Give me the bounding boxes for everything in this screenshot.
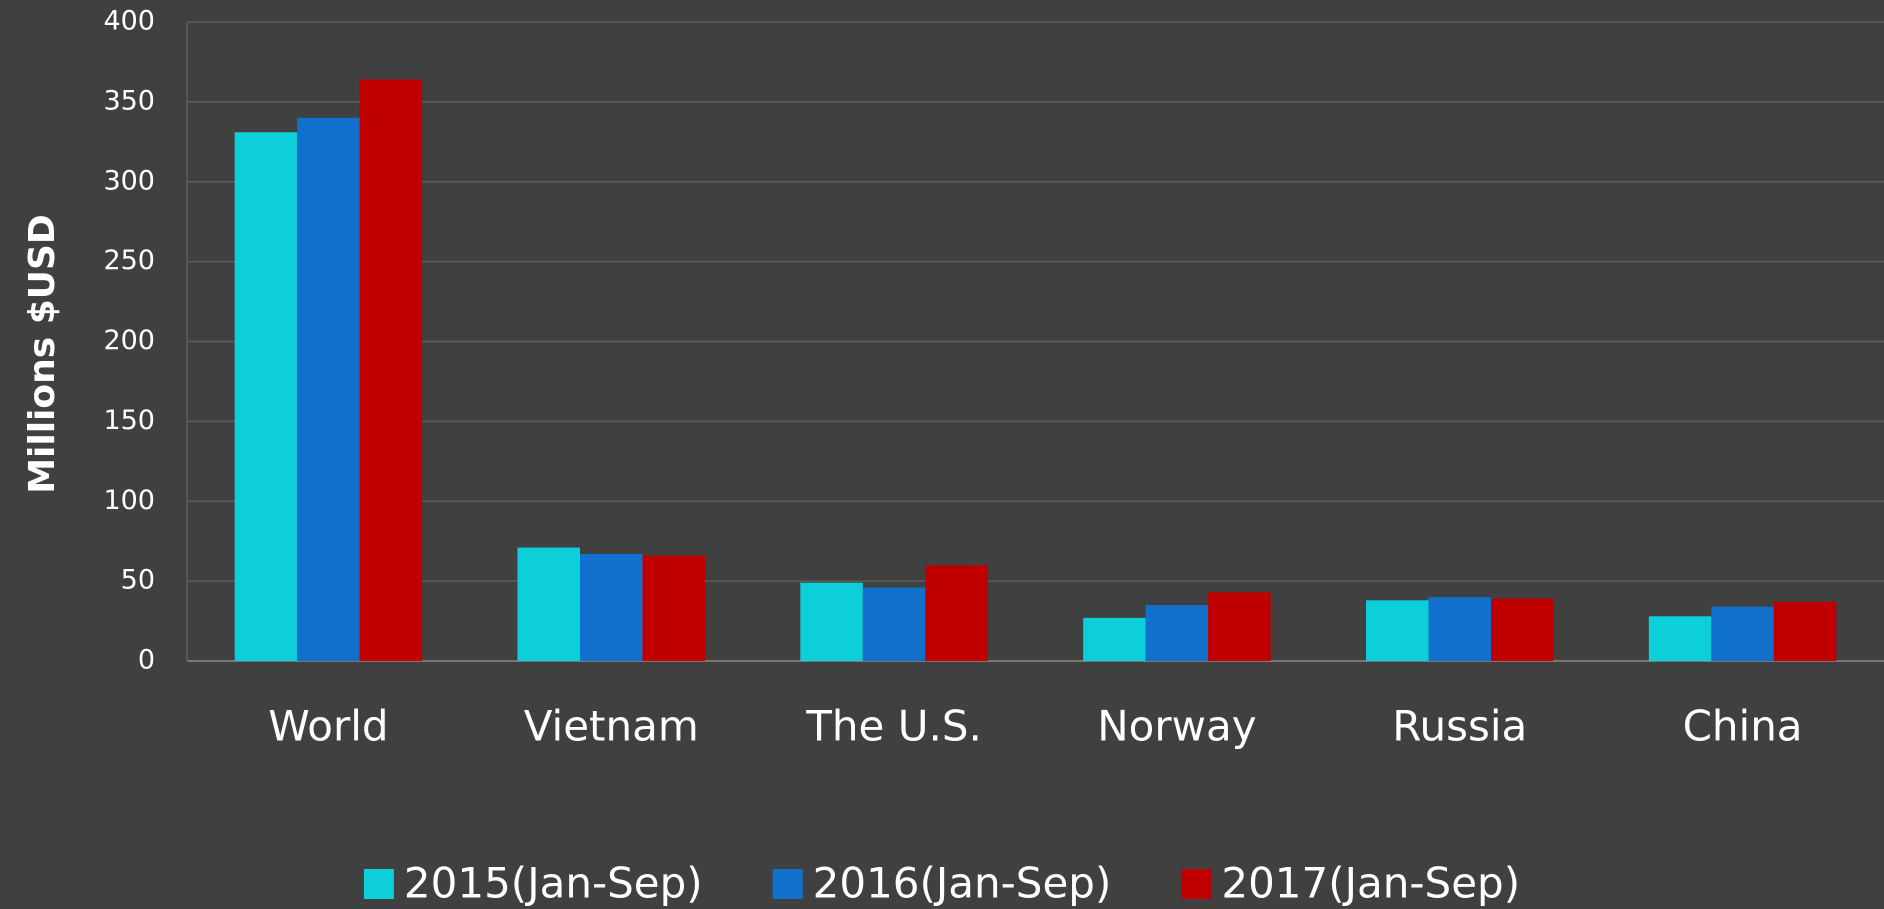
y-tick-label: 300: [103, 165, 155, 196]
legend-swatch: [363, 869, 394, 899]
bar: [1083, 617, 1146, 661]
legend-label: 2015(Jan-Sep): [404, 859, 703, 908]
bar: [517, 547, 580, 661]
x-tick-label: Norway: [1097, 702, 1256, 751]
bar: [1773, 601, 1837, 661]
bar: [1711, 606, 1774, 661]
y-tick-label: 250: [103, 245, 155, 276]
bar: [1145, 605, 1209, 661]
y-axis-title: Millions $USD: [22, 214, 63, 494]
legend-label: 2017(Jan-Sep): [1221, 859, 1520, 908]
bar: [1208, 592, 1271, 661]
legend-swatch: [1181, 869, 1212, 899]
y-tick-label: 200: [103, 325, 155, 356]
y-tick-label: 350: [103, 85, 155, 116]
bar: [1648, 616, 1712, 661]
bar: [925, 565, 988, 661]
bar: [800, 582, 863, 661]
y-tick-label: 100: [103, 485, 155, 516]
bar: [642, 555, 705, 661]
legend-label: 2016(Jan-Sep): [813, 859, 1112, 908]
x-tick-label: Vietnam: [524, 702, 699, 751]
bar: [1428, 597, 1491, 661]
y-tick-label: 400: [103, 6, 155, 37]
x-tick-label: Russia: [1392, 702, 1527, 751]
y-tick-label: 150: [103, 405, 155, 436]
bar: [1491, 598, 1554, 661]
x-tick-label: World: [268, 702, 388, 751]
y-tick-label: 50: [121, 565, 155, 596]
y-tick-label: 0: [138, 645, 155, 676]
x-tick-label: China: [1683, 702, 1803, 751]
bar: [359, 79, 423, 661]
bar: [1366, 600, 1429, 661]
bar: [862, 587, 926, 661]
legend-swatch: [772, 869, 803, 899]
x-tick-label: The U.S.: [805, 702, 982, 751]
bar: [580, 553, 643, 661]
bar: [234, 132, 298, 662]
bar: [297, 117, 360, 662]
